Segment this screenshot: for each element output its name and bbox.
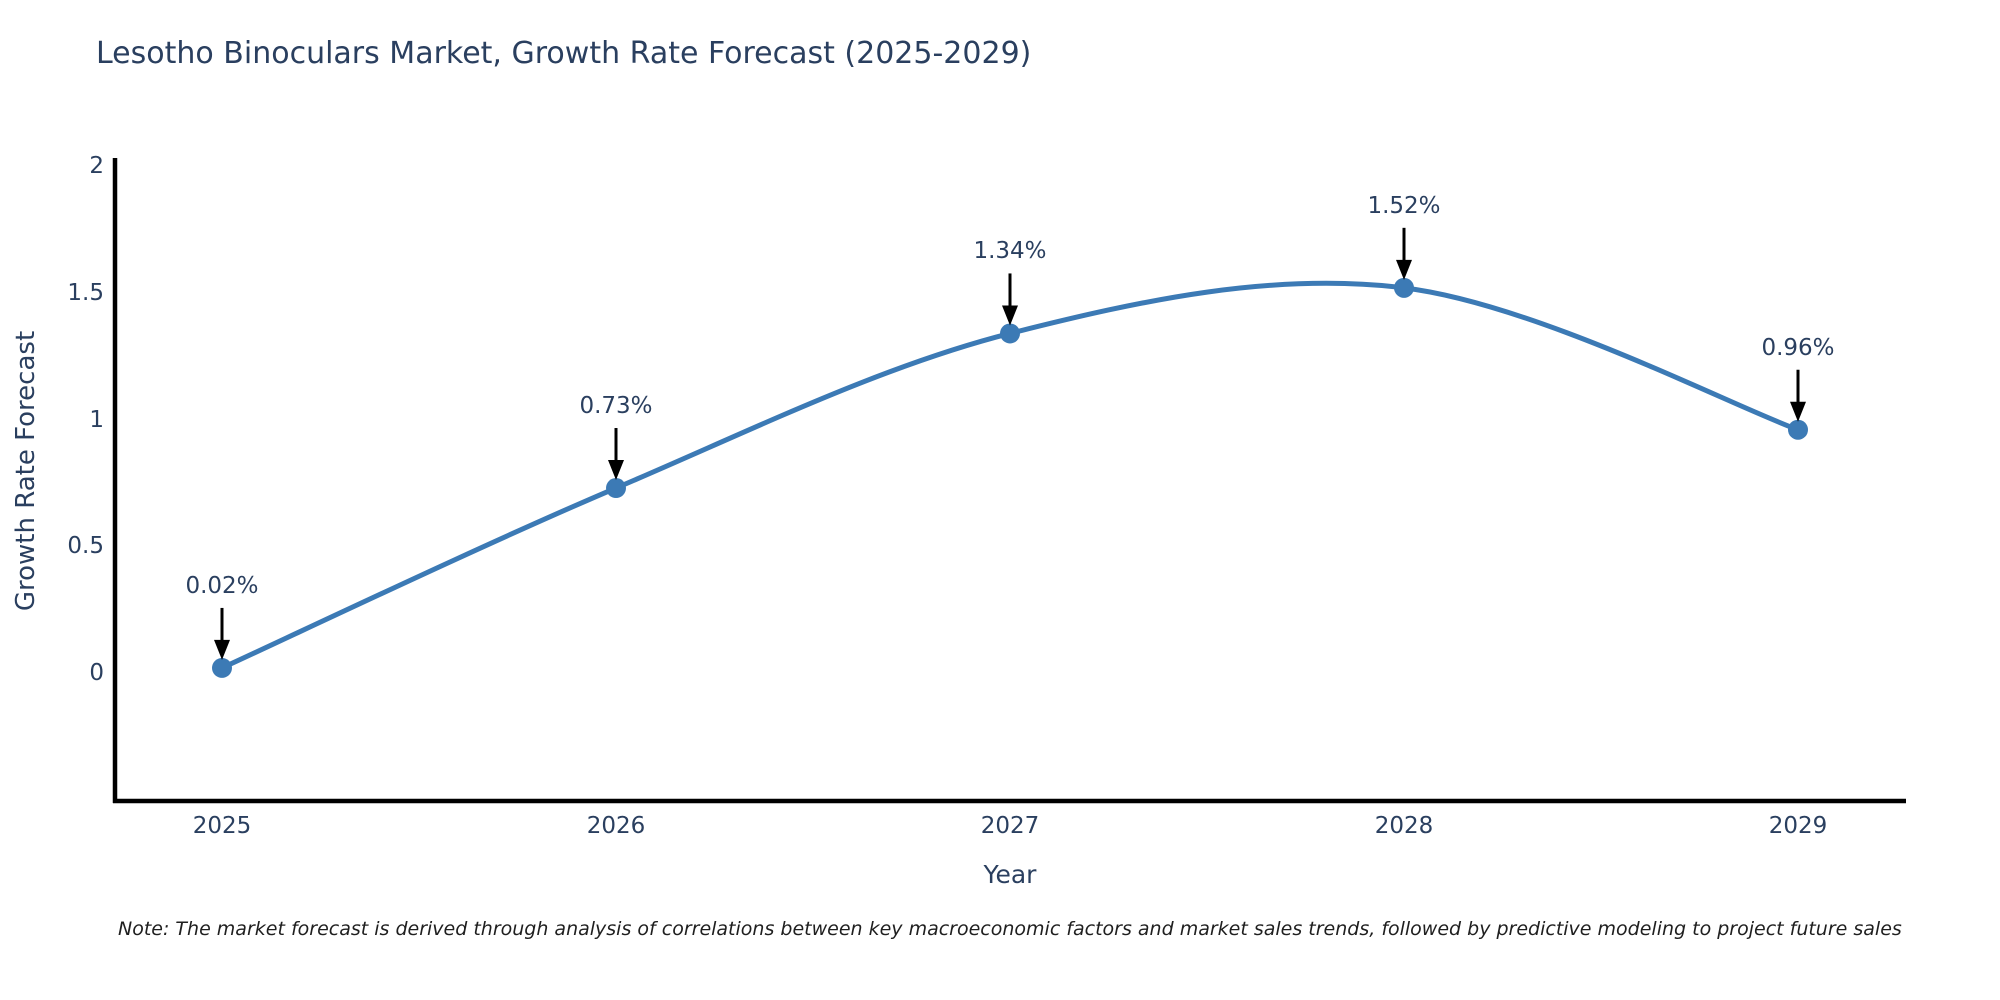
footnote: Note: The market forecast is derived thr… (118, 918, 1902, 940)
y-axis-title: Growth Rate Forecast (11, 330, 41, 612)
x-tick-label: 2026 (586, 813, 646, 839)
annotation-arrow-head (1790, 401, 1806, 422)
data-point-marker (212, 657, 232, 678)
data-point-value-label: 1.52% (1367, 192, 1441, 219)
chart-title: Lesotho Binoculars Market, Growth Rate F… (96, 36, 1032, 71)
x-tick-label: 2028 (1374, 813, 1434, 839)
data-point-marker (1000, 323, 1020, 344)
annotation-arrow-head (608, 460, 624, 481)
y-tick-label: 0 (89, 660, 104, 686)
y-tick-label: 0.5 (67, 533, 104, 560)
data-point-marker (1788, 419, 1808, 440)
data-point-marker (1394, 277, 1414, 298)
x-tick-label: 2027 (980, 813, 1040, 839)
data-point-value-label: 0.96% (1761, 334, 1835, 361)
annotation-arrow-head (214, 639, 230, 660)
x-axis-title: Year (983, 860, 1037, 889)
data-point-value-label: 0.73% (579, 393, 653, 420)
y-tick-label: 2 (89, 153, 104, 180)
data-point-value-label: 0.02% (185, 572, 259, 599)
x-tick-label: 2029 (1768, 813, 1828, 839)
y-tick-label: 1.5 (67, 279, 104, 306)
annotation-arrow-head (1002, 305, 1018, 326)
data-point-value-label: 1.34% (973, 238, 1047, 265)
y-tick-label: 1 (89, 406, 104, 433)
data-point-marker (606, 478, 626, 499)
annotation-arrow-head (1396, 259, 1412, 280)
x-tick-label: 2025 (192, 813, 252, 839)
